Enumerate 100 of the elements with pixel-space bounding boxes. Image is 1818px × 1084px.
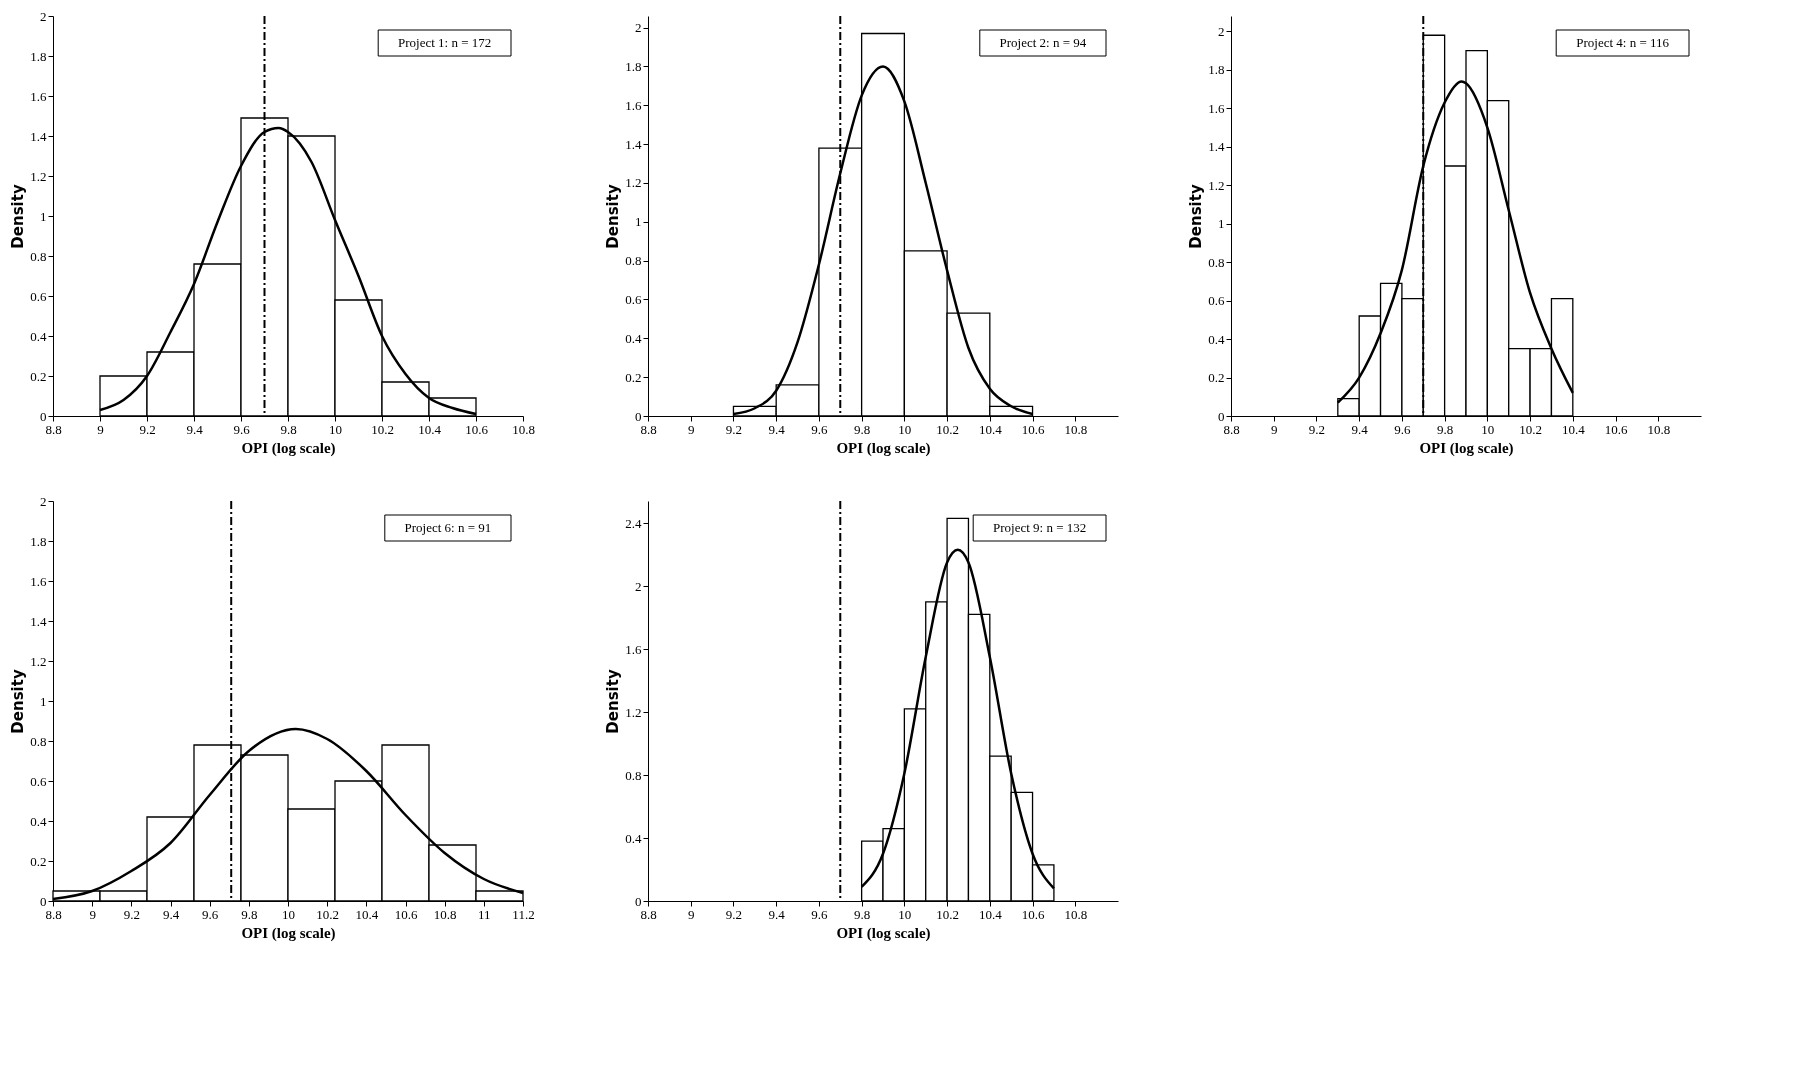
y-tick-label: 0.4 [625,330,642,346]
x-tick-label: 10.2 [936,421,959,437]
y-tick-label: 1.8 [30,48,47,64]
x-tick-label: 9.2 [725,421,743,437]
y-tick-label: 0.8 [625,767,642,783]
y-axis-title: Density [604,669,623,734]
y-tick-label: 0.8 [625,253,642,269]
x-tick-label: 9.2 [725,906,743,922]
x-tick-label: 10.8 [1647,421,1671,437]
x-tick-label: 9 [89,906,96,922]
y-tick-label: 1.4 [30,128,47,144]
y-tick-label: 1.6 [625,641,642,657]
y-tick-label: 1.4 [1208,139,1225,155]
x-tick-label: 10.4 [418,421,442,437]
x-tick-label: 9 [1270,421,1278,437]
annotation: Project 4: n = 116 [1576,35,1670,50]
y-tick-label: 1.2 [30,653,47,669]
x-tick-label: 10.6 [1021,906,1045,922]
y-tick-label: 0.8 [30,733,47,749]
x-tick-label: 9.8 [854,906,871,922]
y-axis-title: Density [1187,184,1206,249]
annotation: Project 2: n = 94 [999,35,1087,50]
y-tick-label: 0 [40,408,47,424]
y-tick-label: 1 [635,214,642,230]
x-tick-label: 10 [329,421,342,437]
y-tick-label: 0.4 [1208,331,1225,347]
x-tick-label: 10.2 [1519,421,1542,437]
annotation: Project 9: n = 132 [992,520,1087,535]
x-tick-label: 9.4 [162,906,180,922]
annotation: Project 1: n = 172 [397,35,492,50]
y-tick-label: 1.6 [1208,100,1225,116]
y-tick-label: 1.4 [30,613,47,629]
x-tick-label: 9.6 [811,421,829,437]
x-axis-title: OPI (log scale) [836,924,931,942]
y-tick-label: 1.6 [30,573,47,589]
y-tick-label: 0.4 [30,328,47,344]
x-tick-label: 10.4 [978,421,1003,437]
x-tick-label: 11 [478,906,491,922]
y-tick-label: 0.6 [625,292,642,307]
x-axis-title: OPI (log scale) [836,439,931,457]
x-tick-label: 10.6 [1021,421,1045,437]
y-tick-label: 1.8 [625,58,642,74]
x-tick-label: 9.6 [233,421,251,437]
y-axis-title: Density [9,184,28,249]
y-tick-label: 2 [635,20,642,36]
y-tick-label: 1.2 [30,168,47,184]
x-axis-title: OPI (log scale) [241,439,336,457]
x-tick-label: 9 [687,421,695,437]
x-tick-label: 10.6 [465,421,489,437]
annotation: Project 6: n = 91 [404,520,492,535]
y-tick-label: 1 [1218,216,1225,232]
y-tick-label: 0 [40,893,47,909]
y-tick-label: 1.8 [1208,62,1225,78]
x-tick-label: 8.8 [640,421,657,437]
x-tick-label: 10.2 [371,421,394,437]
x-tick-label: 9.6 [811,906,829,922]
y-tick-label: 0.8 [1208,254,1225,270]
x-tick-label: 9.8 [241,906,258,922]
y-tick-label: 2 [1218,23,1225,39]
x-tick-label: 9 [97,421,104,437]
y-tick-label: 0.4 [625,830,642,846]
y-tick-label: 1 [40,208,47,224]
x-tick-label: 10 [1481,421,1495,437]
y-tick-label: 0.8 [30,248,47,264]
x-tick-label: 9.8 [1437,421,1454,437]
x-tick-label: 10.4 [355,906,379,922]
y-tick-label: 1.6 [30,88,47,104]
x-tick-label: 10 [898,906,912,922]
y-tick-label: 0 [635,408,642,424]
x-tick-label: 10.8 [512,421,535,437]
x-tick-label: 10.6 [1604,421,1628,437]
x-tick-label: 10 [282,906,295,922]
x-tick-label: 9.4 [768,421,786,437]
y-axis-title: Density [604,184,623,249]
x-tick-label: 9 [687,906,695,922]
x-tick-label: 9.6 [202,906,219,922]
y-axis-title: Density [9,669,28,734]
x-tick-label: 9.2 [1308,421,1326,437]
x-tick-label: 9.4 [768,906,786,922]
x-tick-label: 8.8 [45,906,62,922]
x-tick-label: 10.4 [1561,421,1586,437]
y-tick-label: 1.2 [625,175,642,191]
x-tick-label: 9.4 [186,421,204,437]
x-tick-label: 8.8 [45,421,62,437]
x-tick-label: 8.8 [1223,421,1240,437]
x-tick-label: 10.2 [936,906,959,922]
y-tick-label: 1.6 [625,97,642,113]
y-tick-label: 2 [635,578,642,594]
y-tick-label: 0.2 [30,853,47,869]
x-tick-label: 9.8 [280,421,297,437]
y-tick-label: 0.2 [625,369,642,385]
x-tick-label: 10.8 [1064,906,1088,922]
y-tick-label: 2 [40,8,47,24]
x-axis-title: OPI (log scale) [1419,439,1514,457]
y-tick-label: 0.6 [30,773,47,789]
y-tick-label: 0 [1218,408,1225,424]
x-tick-label: 9.4 [1351,421,1369,437]
y-tick-label: 1.8 [30,533,47,549]
x-tick-label: 9.6 [1394,421,1412,437]
x-tick-label: 11.2 [512,906,535,922]
